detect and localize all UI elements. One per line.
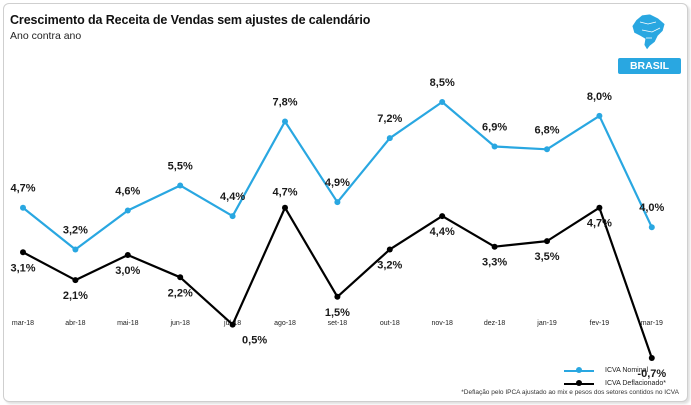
data-point-nominal — [72, 246, 79, 253]
data-label-nominal: 7,8% — [272, 96, 297, 108]
data-label-deflated: 0,5% — [242, 335, 267, 347]
data-label-nominal: 6,8% — [534, 124, 559, 136]
data-point-deflated — [439, 213, 446, 220]
x-tick-label: fev-19 — [590, 320, 610, 327]
data-label-nominal: 4,7% — [10, 183, 35, 195]
x-tick-label: jun-18 — [169, 320, 190, 327]
x-tick-label: dez-18 — [484, 320, 506, 327]
data-label-nominal: 4,4% — [220, 191, 245, 203]
data-point-deflated — [648, 355, 655, 361]
legend-label-nominal: ICVA Nominal — [605, 367, 649, 374]
data-point-deflated — [282, 204, 288, 211]
x-tick-label: abr-18 — [65, 320, 85, 327]
x-tick-label: nov-18 — [431, 320, 453, 327]
data-point-nominal — [229, 213, 236, 220]
footnote: *Deflação pelo IPCA ajustado ao mix e pe… — [461, 389, 679, 396]
data-label-deflated: 3,1% — [10, 262, 35, 274]
data-label-nominal: 7,2% — [377, 113, 402, 125]
data-label-deflated: 3,2% — [377, 259, 402, 271]
data-point-deflated — [544, 238, 550, 245]
data-point-nominal — [596, 112, 603, 119]
data-point-deflated — [229, 321, 236, 328]
chart-title: Crescimento da Receita de Vendas sem aju… — [10, 13, 371, 27]
data-label-deflated: 3,0% — [115, 265, 140, 277]
data-point-nominal — [282, 118, 288, 125]
x-tick-label: jan-19 — [536, 320, 557, 327]
data-label-nominal: 8,5% — [430, 77, 455, 89]
data-label-deflated: 2,2% — [168, 287, 193, 299]
x-tick-label: mar-18 — [12, 320, 34, 327]
data-point-nominal — [177, 182, 184, 189]
data-label-deflated: 2,1% — [63, 290, 88, 302]
data-label-nominal: 3,2% — [63, 224, 88, 236]
data-point-nominal — [334, 199, 341, 206]
data-label-nominal: 4,6% — [115, 186, 140, 198]
legend-marker-deflated — [576, 380, 582, 386]
x-tick-label: out-18 — [380, 320, 400, 327]
chart-subtitle: Ano contra ano — [10, 30, 82, 42]
data-point-deflated — [334, 293, 341, 300]
data-label-nominal: 4,0% — [639, 202, 664, 214]
data-point-deflated — [491, 243, 498, 250]
data-label-nominal: 4,9% — [325, 177, 350, 189]
data-label-deflated: 3,5% — [534, 251, 559, 263]
data-label-nominal: 8,0% — [587, 91, 612, 103]
data-label-deflated: 4,7% — [587, 218, 612, 230]
data-label-deflated: 3,3% — [482, 257, 507, 269]
data-label-deflated: 1,5% — [325, 307, 350, 319]
data-point-nominal — [439, 99, 446, 105]
country-badge: BRASIL — [618, 58, 681, 74]
data-point-nominal — [386, 135, 393, 142]
data-point-nominal — [648, 224, 655, 231]
data-point-deflated — [596, 204, 603, 211]
data-point-nominal — [124, 207, 131, 214]
data-point-deflated — [20, 249, 26, 256]
data-point-deflated — [124, 252, 131, 259]
chart-panel: Crescimento da Receita de Vendas sem aju… — [3, 3, 688, 402]
data-point-nominal — [491, 143, 498, 150]
data-point-deflated — [177, 274, 184, 281]
x-tick-label: ago-18 — [274, 320, 296, 327]
data-point-nominal — [544, 146, 550, 153]
data-point-deflated — [386, 246, 393, 253]
data-label-nominal: 6,9% — [482, 122, 507, 134]
x-tick-label: mai-18 — [117, 320, 139, 327]
data-point-nominal — [20, 204, 26, 211]
legend-marker-nominal — [576, 367, 582, 373]
data-label-deflated: 4,7% — [272, 187, 297, 199]
x-tick-label: mar-19 — [641, 320, 663, 327]
brazil-map-icon — [631, 13, 666, 51]
data-label-deflated: 4,4% — [430, 226, 455, 238]
series-line-deflated — [22, 206, 653, 359]
data-point-deflated — [72, 277, 79, 284]
line-chart: mar-18abr-18mai-18jun-18jul-18ago-18set-… — [10, 77, 666, 380]
data-label-nominal: 5,5% — [168, 160, 193, 172]
data-label-deflated: -0,7% — [637, 368, 666, 380]
legend-label-deflated: ICVA Deflacionado* — [605, 380, 666, 387]
x-tick-label: set-18 — [328, 320, 348, 327]
